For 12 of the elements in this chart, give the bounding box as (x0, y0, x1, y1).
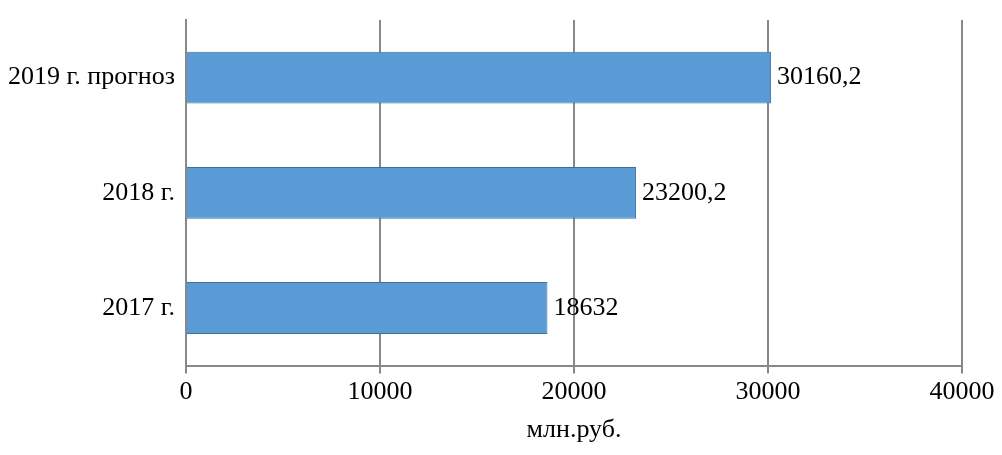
x-tick-label: 20000 (541, 376, 607, 406)
y-tick-label: 2017 г. (102, 291, 175, 321)
data-label: 23200,2 (642, 176, 727, 206)
data-label: 30160,2 (777, 61, 862, 91)
data-label: 18632 (553, 291, 619, 321)
x-tick-label: 0 (179, 376, 193, 406)
y-tick-label: 2019 г. прогноз (7, 61, 175, 91)
y-tick-label: 2018 г. (102, 176, 175, 206)
x-tick-label: 40000 (929, 376, 995, 406)
x-tick-label: 30000 (735, 376, 801, 406)
x-tick-label: 10000 (347, 376, 413, 406)
x-axis-title: млн.руб. (526, 414, 622, 444)
